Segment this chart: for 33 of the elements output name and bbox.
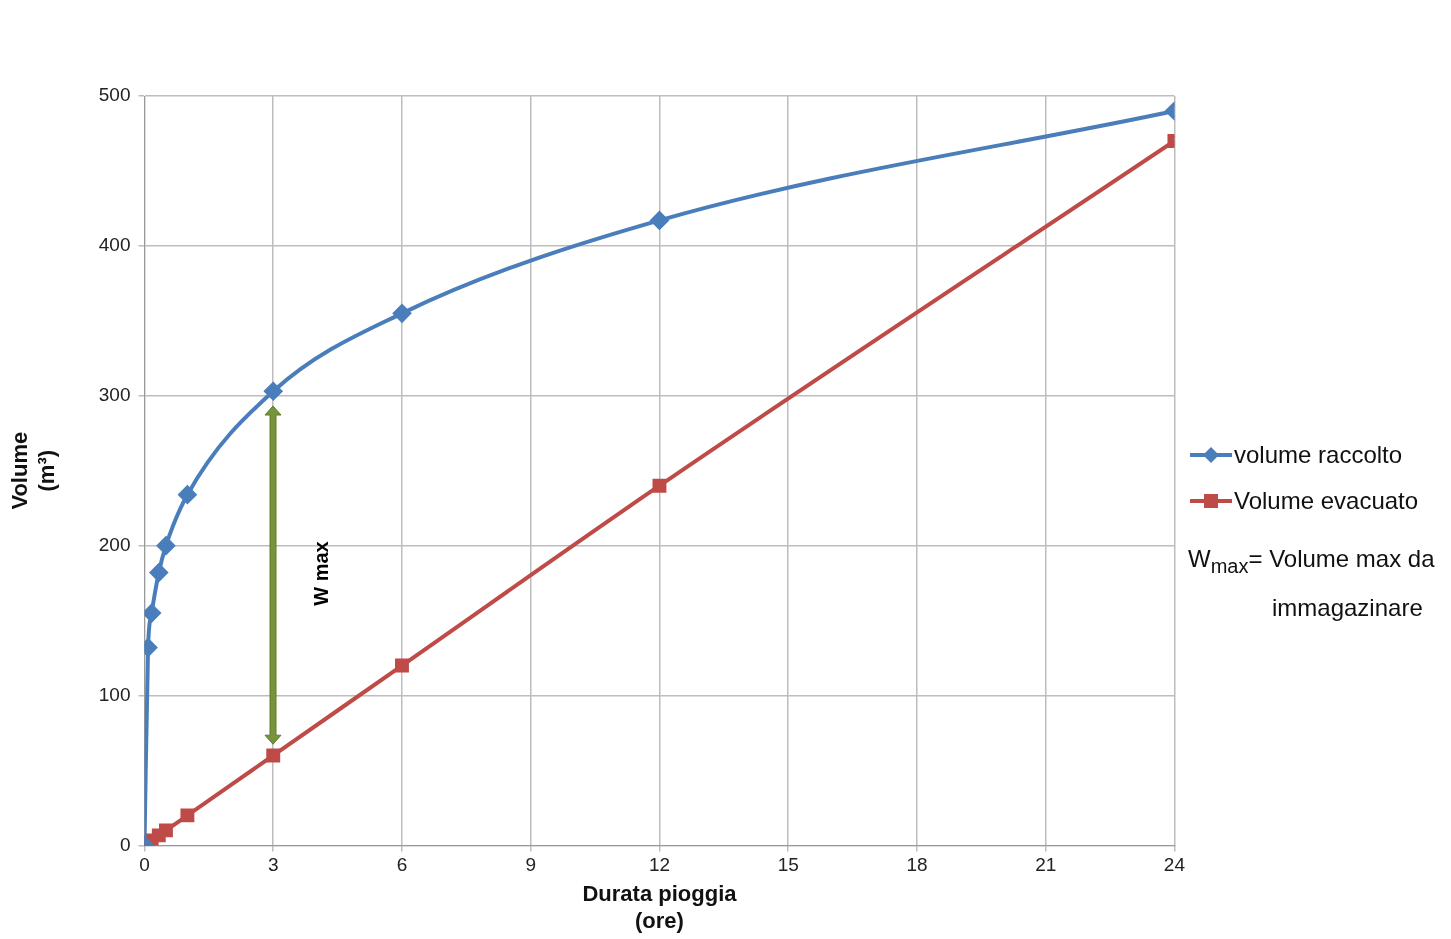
x-tick-label: 0 bbox=[139, 854, 150, 876]
point bbox=[144, 604, 161, 623]
y-tick-label: 200 bbox=[98, 533, 131, 555]
x-tick-label: 18 bbox=[906, 854, 928, 876]
point bbox=[264, 382, 283, 401]
legend-label: Volume evacuato bbox=[1234, 487, 1419, 515]
x-tick-label: 24 bbox=[1163, 854, 1186, 876]
x-tick-label: 3 bbox=[267, 854, 279, 876]
point bbox=[395, 658, 409, 673]
point bbox=[156, 536, 175, 555]
point bbox=[180, 808, 195, 823]
point bbox=[392, 304, 411, 323]
point bbox=[159, 823, 173, 838]
y-tick-label: 100 bbox=[98, 683, 131, 705]
x-tick-label: 6 bbox=[396, 854, 408, 876]
legend-label: volume raccolto bbox=[1234, 441, 1403, 469]
y-tick-label: 300 bbox=[98, 383, 131, 405]
x-axis-title: Durata pioggia (ore) bbox=[582, 881, 738, 933]
point bbox=[178, 485, 197, 504]
x-tick-label: 21 bbox=[1035, 854, 1057, 876]
point bbox=[650, 211, 669, 230]
annotation: W max bbox=[309, 541, 333, 606]
x-tick-label: 15 bbox=[777, 854, 799, 876]
point bbox=[266, 748, 281, 763]
y-tick-label: 0 bbox=[119, 833, 131, 855]
y-tick-label: 400 bbox=[98, 234, 131, 256]
point bbox=[149, 563, 168, 582]
text: W$_{max}$= Volume max da immagazinare bbox=[1188, 544, 1436, 623]
x-tick-label: 12 bbox=[648, 854, 671, 876]
x-tick-label: 9 bbox=[525, 854, 537, 876]
y-axis-title: Volume (m³) bbox=[7, 431, 59, 510]
y-tick-label: 500 bbox=[98, 84, 131, 106]
point bbox=[652, 478, 667, 493]
